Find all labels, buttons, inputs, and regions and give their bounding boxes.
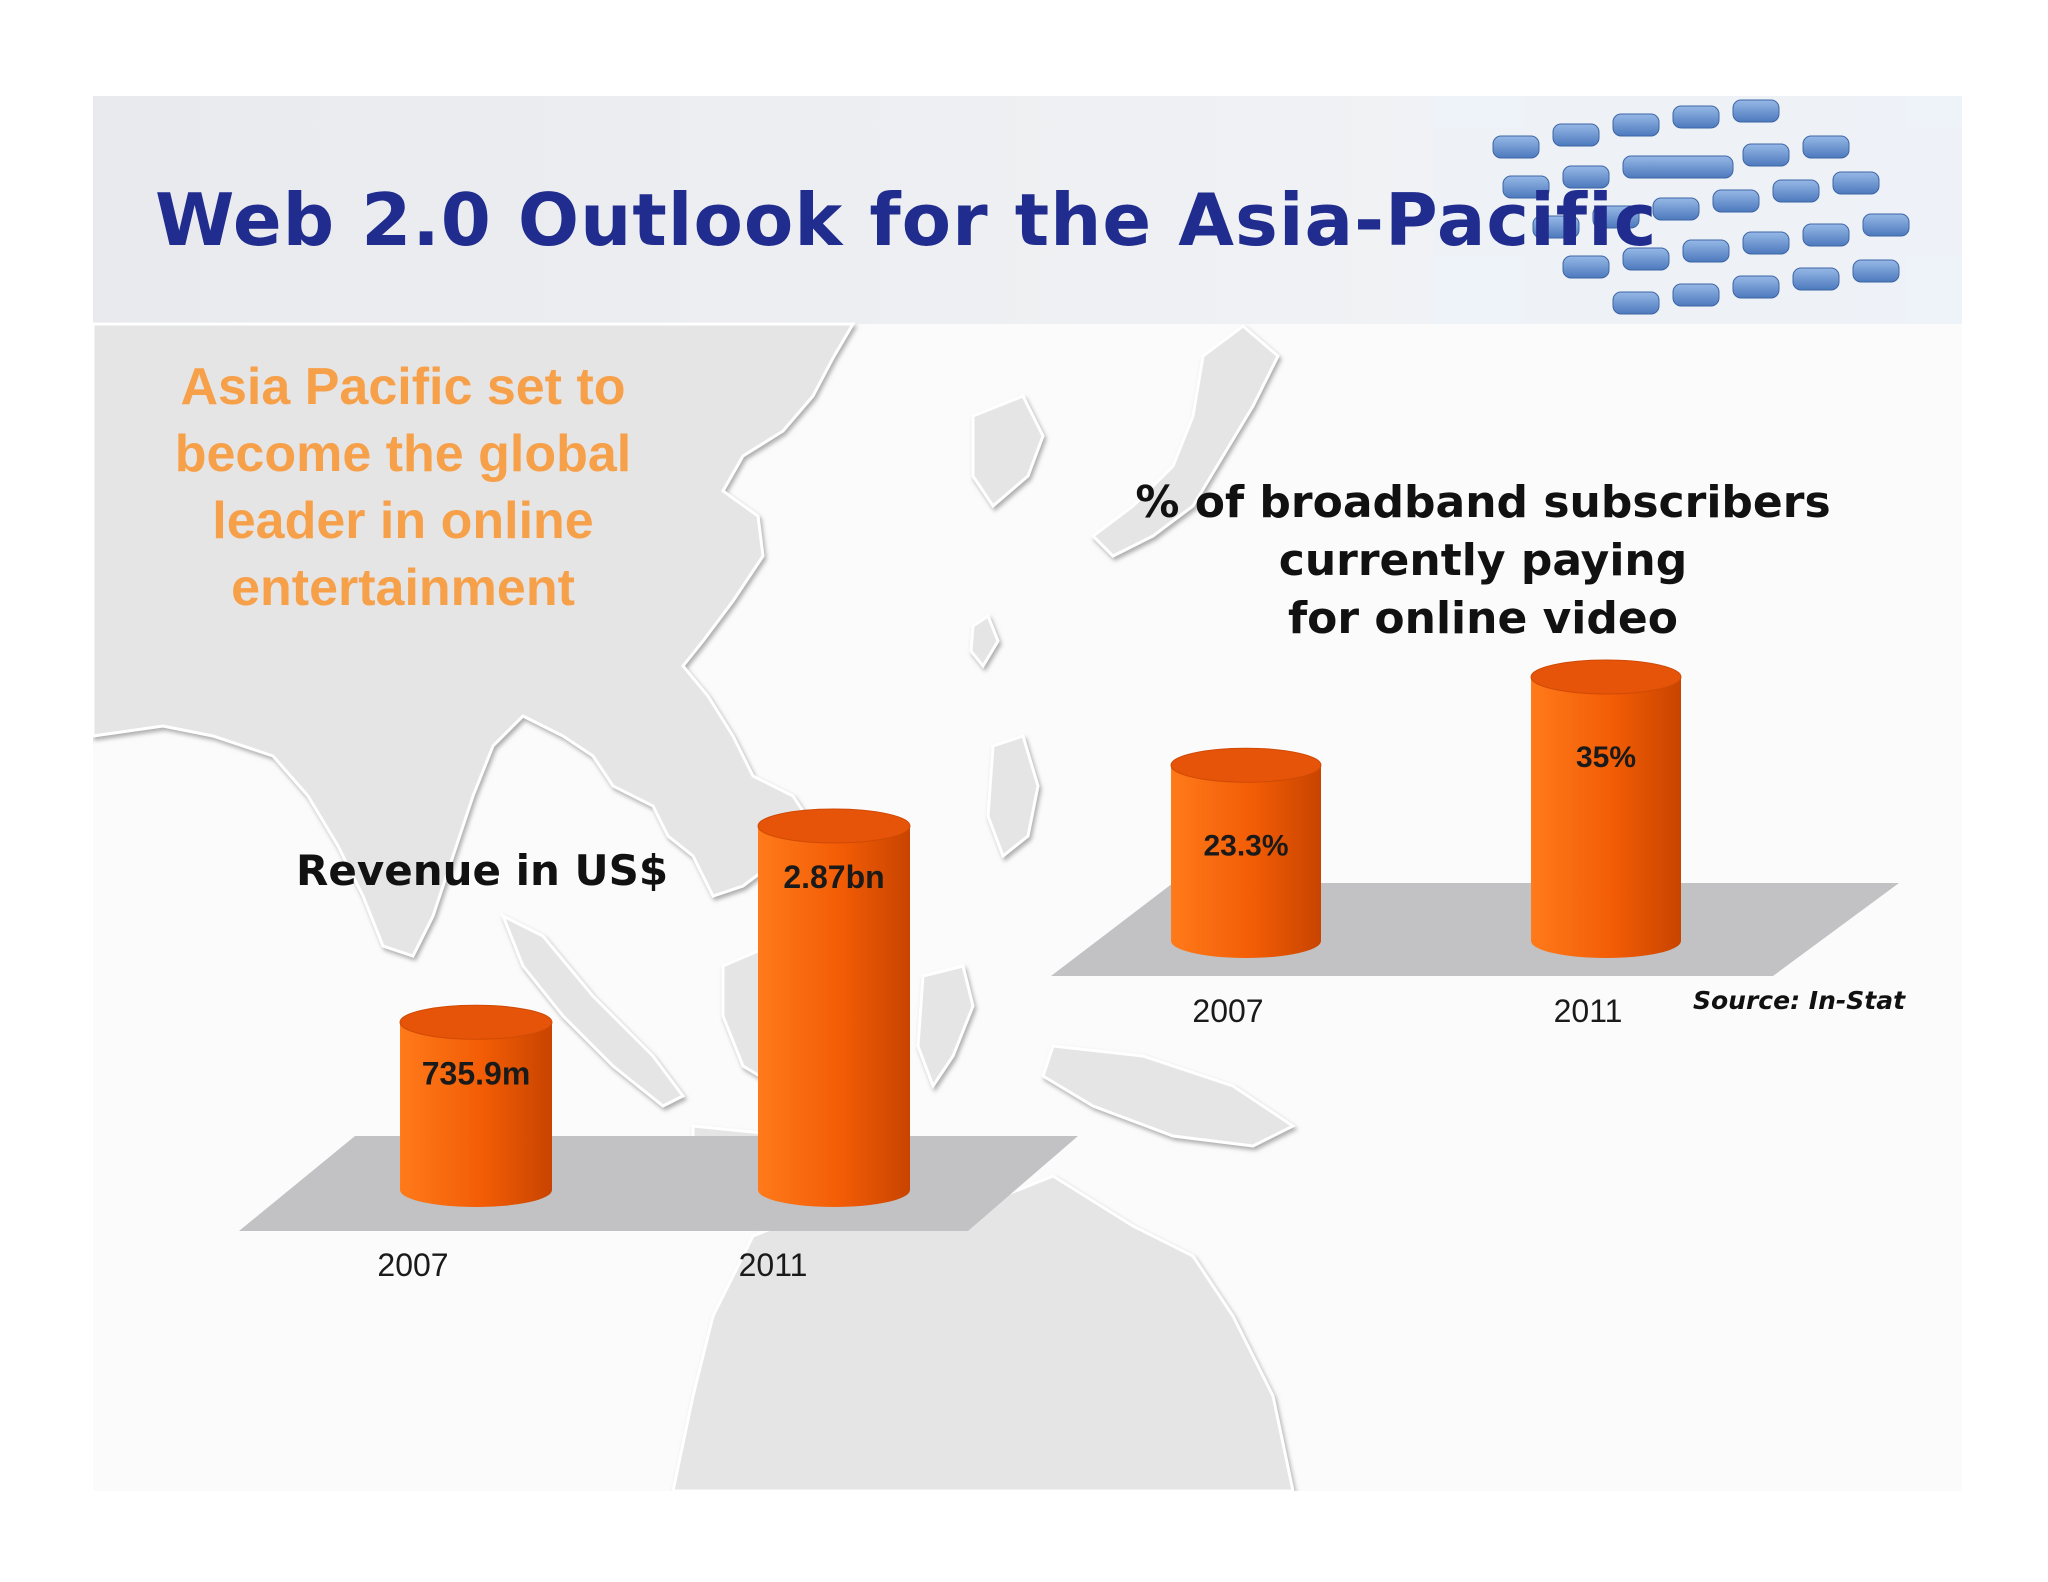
data-label: 2.87bn: [783, 859, 884, 895]
slide-title: Web 2.0 Outlook for the Asia-Pacific: [155, 178, 1658, 262]
bar-2011: [757, 808, 911, 1207]
data-label: 23.3%: [1203, 829, 1288, 862]
source-note: Source: In-Stat: [1693, 986, 1906, 1015]
broadband-chart: 23.3% 2007 35% 2011: [1051, 659, 1899, 1029]
slide: Web 2.0 Outlook for the Asia-Pacific Asi…: [93, 96, 1962, 1491]
broadband-chart-title: % of broadband subscribers currently pay…: [1093, 474, 1873, 648]
broadband-chart-title-line: for online video: [1288, 593, 1678, 644]
asia-pacific-map-image: [93, 96, 1962, 1491]
bar-top: [1530, 659, 1682, 695]
broadband-chart-title-line: % of broadband subscribers: [1135, 477, 1831, 528]
tagline: Asia Pacific set to become the global le…: [153, 354, 653, 622]
bar-body: [1531, 677, 1681, 958]
revenue-chart: 735.9m 2007 2.87bn 2011: [239, 808, 1078, 1283]
tagline-line: entertainment: [231, 559, 575, 617]
broadband-chart-title-line: currently paying: [1278, 535, 1688, 586]
category-label: 2007: [377, 1247, 448, 1283]
bar-2011: [1530, 659, 1682, 958]
tagline-line: Asia Pacific set to: [180, 358, 626, 416]
bar-body: [1171, 765, 1321, 958]
bar-body: [758, 826, 910, 1207]
bar-2007: [399, 1004, 553, 1207]
keyboard-image: [1433, 96, 1962, 324]
tagline-line: leader in online: [212, 492, 594, 550]
revenue-chart-title: Revenue in US$: [296, 846, 669, 895]
tagline-line: become the global: [174, 425, 632, 483]
category-label: 2007: [1192, 993, 1263, 1029]
bar-top: [1170, 747, 1322, 783]
category-label: 2011: [1554, 993, 1623, 1029]
data-label: 35%: [1576, 741, 1636, 774]
data-label: 735.9m: [422, 1055, 531, 1091]
category-label: 2011: [739, 1247, 808, 1283]
bar-body: [400, 1022, 552, 1207]
bar-top: [399, 1004, 553, 1040]
bar-top: [757, 808, 911, 844]
bar-2007: [1170, 747, 1322, 958]
